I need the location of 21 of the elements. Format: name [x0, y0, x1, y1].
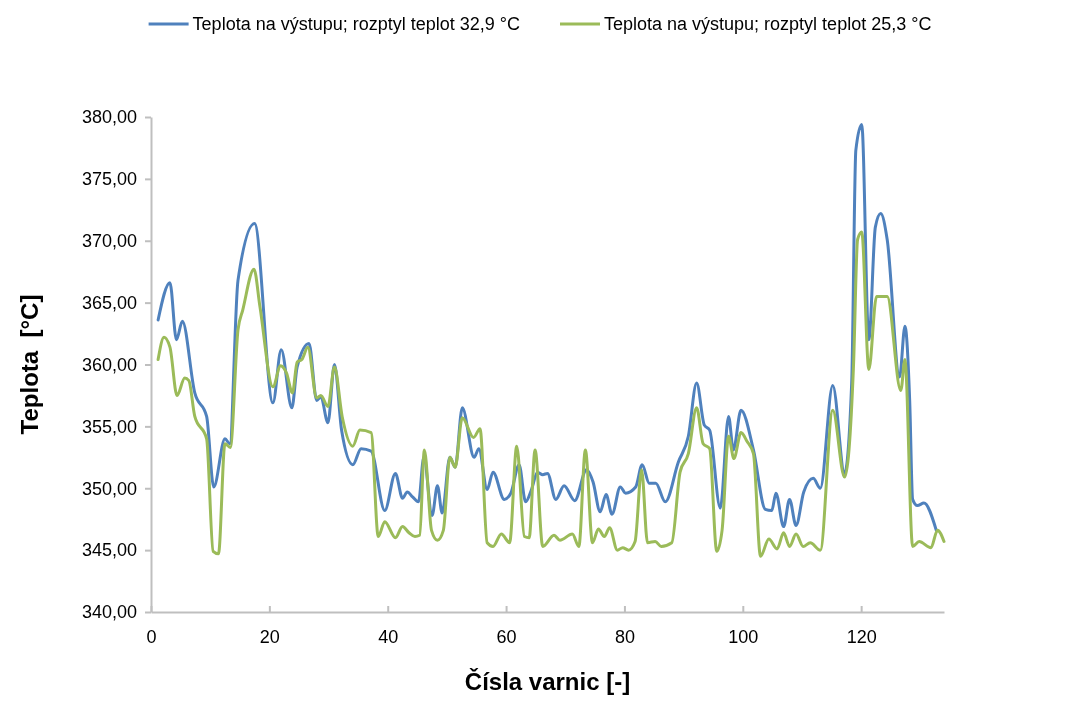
- y-tick-label: 375,00: [81, 169, 137, 190]
- x-tick-label: 120: [846, 626, 877, 647]
- x-axis-title: Čísla varnic [-]: [464, 668, 631, 695]
- y-tick-label: 345,00: [81, 540, 137, 561]
- y-tick-label: 365,00: [81, 292, 137, 313]
- x-tick-label: 80: [614, 626, 635, 647]
- x-tick-label: 100: [728, 626, 759, 647]
- y-axis-title: Teplota [°C]: [16, 294, 43, 435]
- legend-label: Teplota na výstupu; rozptyl teplot 32,9 °C: [192, 14, 520, 34]
- x-tick-label: 60: [496, 626, 517, 647]
- x-tick-label: 0: [146, 626, 157, 647]
- y-tick-label: 355,00: [81, 416, 137, 437]
- y-tick-label: 360,00: [81, 354, 137, 375]
- y-tick-label: 370,00: [81, 231, 137, 252]
- legend-label: Teplota na výstupu; rozptyl teplot 25,3 °C: [604, 14, 932, 34]
- y-tick-label: 340,00: [81, 602, 137, 623]
- line-series: [156, 230, 946, 558]
- y-tick-label: 380,00: [81, 107, 137, 128]
- x-tick-label: 20: [259, 626, 280, 647]
- x-tick-label: 40: [378, 626, 399, 647]
- y-tick-label: 350,00: [81, 478, 137, 499]
